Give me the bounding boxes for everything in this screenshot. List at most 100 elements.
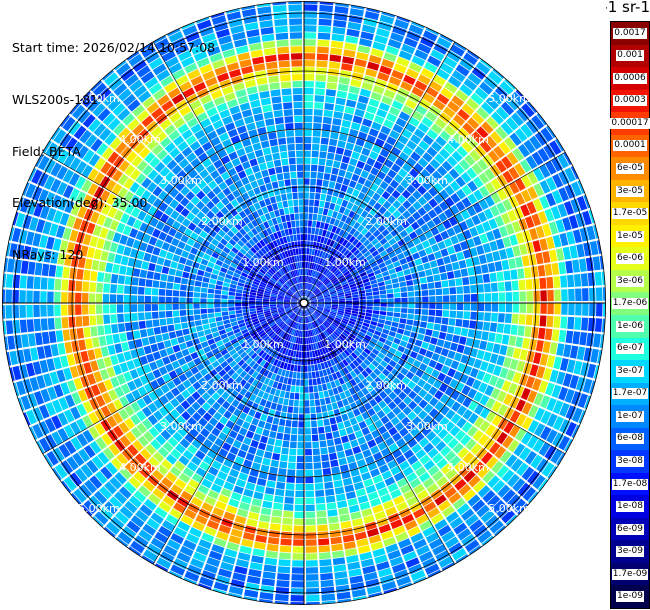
range-gate-cell (408, 390, 418, 400)
range-gate-cell (470, 293, 478, 302)
range-gate-cell (346, 373, 353, 381)
range-gate-cell (257, 311, 264, 316)
range-gate-cell (235, 418, 244, 427)
range-gate-cell (218, 448, 229, 458)
range-gate-cell (174, 478, 187, 490)
range-gate-cell (284, 341, 290, 348)
range-gate-cell (212, 224, 221, 233)
range-gate-cell (249, 297, 256, 301)
range-gate-cell (496, 271, 504, 282)
range-gate-cell (322, 312, 329, 317)
range-gate-cell (439, 34, 453, 43)
range-gate-cell (318, 316, 325, 323)
range-gate-cell (278, 418, 286, 427)
range-gate-cell (477, 284, 484, 293)
range-gate-cell (539, 164, 551, 178)
range-gate-cell (183, 577, 197, 585)
range-gate-cell (246, 278, 253, 284)
range-gate-cell (468, 400, 479, 412)
range-gate-cell (453, 269, 462, 278)
range-gate-cell (315, 292, 322, 296)
range-gate-cell (365, 384, 374, 393)
range-gate-cell (532, 278, 540, 290)
range-gate-cell (387, 307, 394, 312)
range-gate-cell (130, 515, 145, 528)
range-gate-cell (244, 589, 259, 598)
range-gate-cell (345, 491, 357, 500)
range-gate-cell (75, 191, 87, 204)
range-gate-cell (337, 422, 345, 430)
range-gate-cell (388, 347, 397, 355)
range-gate-cell (485, 252, 494, 263)
range-gate-cell (516, 462, 529, 477)
range-gate-cell (517, 268, 525, 279)
range-gate-cell (291, 304, 298, 307)
range-gate-cell (243, 459, 253, 468)
range-gate-cell (330, 174, 338, 182)
range-gate-cell (527, 419, 540, 434)
range-gate-cell (50, 344, 59, 357)
range-gate-cell (317, 282, 324, 289)
range-gate-cell (578, 410, 586, 424)
range-gate-cell (160, 551, 175, 563)
range-gate-cell (429, 303, 436, 309)
range-gate-cell (277, 397, 284, 405)
range-gate-cell (361, 24, 376, 34)
range-gate-cell (226, 541, 240, 552)
range-gate-cell (293, 294, 299, 299)
range-gate-cell (69, 267, 77, 279)
range-gate-cell (313, 263, 317, 270)
range-gate-cell (502, 489, 516, 503)
range-gate-cell (456, 344, 465, 354)
range-gate-cell (409, 351, 418, 359)
range-gate-cell (489, 272, 497, 282)
range-gate-cell (397, 238, 406, 247)
range-gate-cell (163, 259, 172, 267)
range-gate-cell (461, 421, 473, 433)
range-gate-cell (407, 411, 417, 421)
range-gate-cell (352, 259, 360, 266)
range-gate-cell (398, 538, 412, 549)
range-gate-cell (466, 98, 480, 111)
range-gate-cell (506, 152, 519, 165)
range-gate-cell (366, 585, 382, 595)
range-gate-cell (407, 291, 415, 297)
range-gate-cell (302, 309, 304, 317)
range-gate-cell (247, 475, 258, 484)
range-gate-cell (316, 349, 321, 357)
range-gate-cell (89, 441, 102, 454)
range-gate-cell (117, 284, 124, 294)
range-gate-cell (427, 507, 441, 519)
range-gate-cell (328, 389, 334, 397)
range-gate-cell (364, 285, 372, 290)
range-gate-cell (80, 350, 89, 363)
range-gate-cell (481, 535, 494, 546)
range-gate-cell (361, 147, 371, 157)
range-gate-cell (148, 335, 157, 345)
range-gate-cell (262, 392, 270, 400)
range-gate-cell (276, 300, 284, 302)
range-gate-cell (440, 272, 448, 281)
range-gate-cell (230, 321, 238, 327)
range-gate-cell (35, 154, 44, 168)
range-gate-cell (130, 401, 141, 413)
range-gate-cell (441, 530, 456, 543)
range-gate-cell (302, 309, 304, 317)
range-gate-cell (489, 322, 498, 332)
range-gate-cell (148, 426, 160, 438)
range-gate-cell (515, 256, 524, 268)
range-gate-cell (450, 180, 461, 192)
range-gate-cell (479, 59, 493, 70)
range-gate-cell (558, 187, 570, 202)
range-gate-cell (172, 254, 181, 263)
range-gate-cell (455, 319, 463, 327)
range-gate-cell (98, 336, 107, 347)
range-gate-cell (349, 575, 364, 584)
range-gate-cell (289, 320, 294, 327)
range-gate-cell (263, 306, 270, 310)
range-gate-cell (321, 251, 326, 259)
range-gate-cell (414, 145, 426, 157)
range-gate-cell (304, 122, 313, 130)
range-gate-cell (211, 427, 221, 437)
range-gate-cell (304, 372, 308, 379)
